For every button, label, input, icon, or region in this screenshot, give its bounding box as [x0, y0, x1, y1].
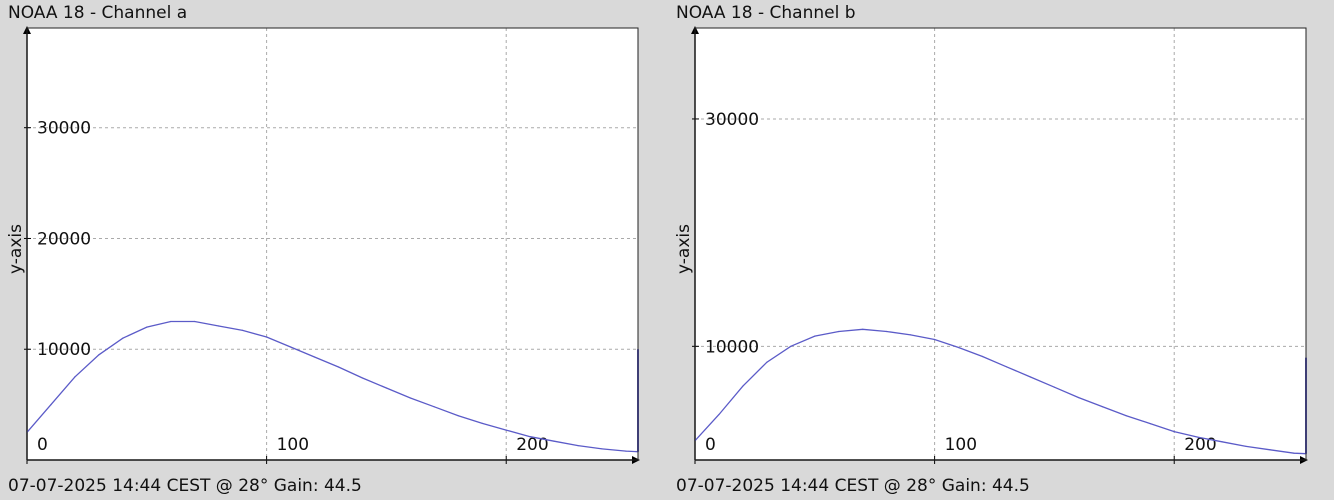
chart-panel-a: NOAA 18 - Channel a 0 100 200 10000 20000 300… [0, 0, 660, 500]
data-point [457, 415, 459, 417]
data-point [553, 440, 555, 442]
x-tick-label: 0 [705, 435, 716, 455]
y-tick-label: 20000 [37, 229, 91, 249]
data-point [337, 366, 340, 368]
data-point [218, 325, 220, 327]
data-point [505, 429, 507, 431]
data-point [981, 355, 984, 358]
chart-title: NOAA 18 - Channel a [8, 3, 188, 23]
capture-info: 07-07-2025 14:44 CEST @ 28° Gain: 44.5 [676, 476, 1030, 496]
data-point [886, 330, 888, 333]
data-point [481, 422, 483, 424]
plot-border [694, 27, 1307, 461]
data-point [361, 377, 364, 379]
data-point [146, 326, 148, 328]
data-point [98, 354, 100, 356]
data-point [409, 397, 411, 399]
data-point [1077, 396, 1079, 399]
data-point [290, 346, 292, 348]
data-point [934, 338, 936, 341]
plot-area: 0 100 200 10000 20000 30000 y-axis [6, 26, 640, 464]
data-point [74, 376, 76, 378]
data-point [601, 448, 603, 450]
data-point [529, 436, 531, 438]
y-axis-label: y-axis [6, 224, 26, 274]
plot-border [26, 27, 639, 461]
data-point [433, 406, 435, 408]
data-point [1053, 386, 1055, 388]
data-point [958, 346, 960, 349]
y-tick-label: 10000 [705, 337, 759, 357]
capture-info: 07-07-2025 14:44 CEST @ 28° Gain: 44.5 [8, 476, 362, 496]
data-point [790, 345, 792, 347]
chart-title: NOAA 18 - Channel b [676, 3, 856, 23]
data-point [1101, 406, 1103, 408]
data-point [1125, 415, 1127, 417]
data-point [766, 361, 768, 363]
data-point [1149, 423, 1151, 425]
x-tick-label: 200 [1184, 435, 1216, 455]
data-point [242, 329, 244, 331]
data-point [122, 337, 124, 339]
x-tick-label: 100 [945, 435, 977, 455]
data-point [1173, 431, 1175, 433]
data-point [1029, 376, 1032, 378]
data-point [1245, 445, 1247, 447]
x-tick-label: 0 [37, 435, 48, 455]
x-tick-label: 200 [516, 435, 548, 455]
data-point [625, 450, 627, 452]
data-point [1293, 452, 1295, 454]
plot-area: 0 100 200 10000 30000 y-axis [674, 26, 1308, 464]
data-point [838, 330, 840, 333]
plot-background [695, 28, 1306, 460]
data-point [814, 335, 816, 337]
data-point [266, 336, 268, 338]
data-point [742, 385, 744, 387]
data-point [718, 413, 720, 416]
data-point [170, 320, 172, 323]
data-point [577, 445, 579, 447]
data-point [910, 334, 912, 336]
data-point [1197, 436, 1199, 438]
y-tick-label: 10000 [37, 340, 91, 360]
y-tick-label: 30000 [705, 110, 759, 130]
data-point [50, 404, 52, 406]
plot-background [27, 28, 638, 460]
y-axis-label: y-axis [674, 224, 694, 274]
data-point [194, 320, 196, 323]
data-point [862, 328, 864, 330]
data-point [1221, 441, 1223, 443]
chart-panel-b: NOAA 18 - Channel b 0 100 200 10000 30000 y-a… [668, 0, 1328, 500]
data-point [1269, 449, 1271, 451]
data-point [385, 387, 387, 389]
y-tick-label: 30000 [37, 119, 91, 139]
data-point [1005, 366, 1008, 368]
data-point [313, 356, 316, 358]
x-tick-label: 100 [277, 435, 309, 455]
